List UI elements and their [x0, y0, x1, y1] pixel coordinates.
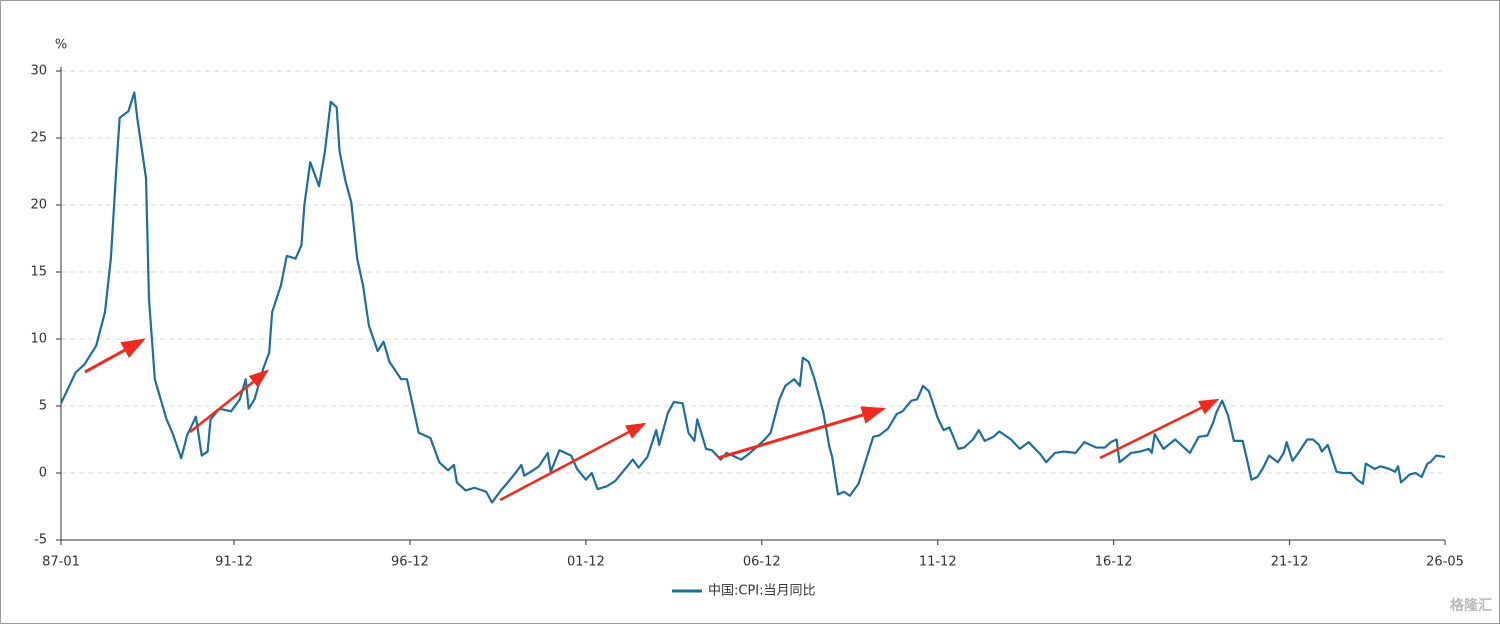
y-tick-label: -5 [34, 533, 47, 548]
y-tick-label: 10 [30, 332, 47, 347]
arrow [717, 406, 886, 460]
line-series [60, 91, 1446, 504]
arrow [499, 422, 647, 502]
x-tick-label: 01-12 [567, 555, 605, 570]
x-tick-label: 16-12 [1095, 555, 1133, 570]
arrow [1099, 398, 1220, 460]
arrow [84, 338, 146, 374]
y-tick-label: 5 [39, 399, 47, 414]
y-tick-label: 25 [30, 131, 47, 146]
watermark: 格隆汇 [1450, 597, 1492, 614]
arrow [189, 369, 269, 433]
x-tick-label: 91-12 [215, 555, 253, 570]
x-tick-label: 96-12 [391, 555, 429, 570]
y-unit: % [55, 38, 67, 53]
y-tick-label: 30 [30, 64, 47, 79]
x-tick-label: 11-12 [919, 555, 957, 570]
y-tick-label: 0 [39, 466, 47, 481]
y-tick-label: 20 [30, 198, 47, 213]
x-tick-label: 21-12 [1271, 555, 1309, 570]
x-tick-label: 87-01 [42, 555, 80, 570]
annotation-arrows [84, 338, 1220, 502]
x-tick-label: 06-12 [743, 555, 781, 570]
plot-area: -5 0 5 10 15 20 25 30 87-01 91-12 96-12 01-12 06-12 1… [30, 64, 1463, 570]
x-tick-label: 26-05 [1426, 555, 1464, 570]
legend-label: 中国:CPI:当月同比 [708, 584, 816, 599]
y-tick-label: 15 [30, 265, 47, 280]
